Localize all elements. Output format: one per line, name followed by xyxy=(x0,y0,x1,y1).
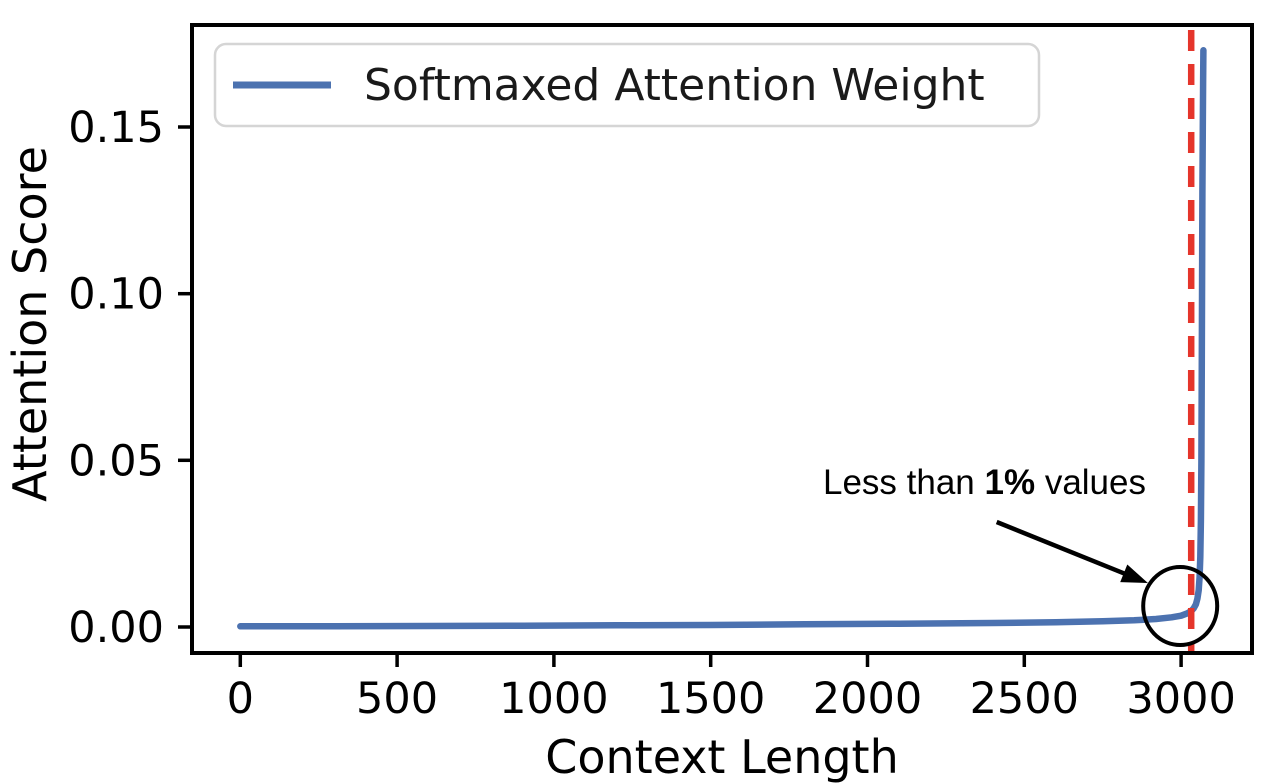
highlight-circle xyxy=(1141,565,1220,647)
annotation-label-part: values xyxy=(1035,463,1146,502)
attention-weight-line xyxy=(237,47,1207,630)
plot-frame xyxy=(190,23,1254,655)
annotation-arrow-head xyxy=(1120,564,1148,583)
x-tick-label-1: 500 xyxy=(356,674,438,724)
y-tick-label-3: 0.15 xyxy=(68,103,164,153)
y-axis-label: Attention Score xyxy=(3,146,57,502)
x-axis-ticks: 0 500 1000 1500 2000 2500 3000 xyxy=(227,653,1236,724)
x-tick-label-3: 1500 xyxy=(656,674,765,724)
annotation-label: Less than 1% values xyxy=(823,463,1146,502)
x-tick-label-2: 1000 xyxy=(499,674,608,724)
x-tick-label-6: 3000 xyxy=(1126,674,1235,724)
x-tick-label-4: 2000 xyxy=(813,674,922,724)
y-tick-label-0: 0.00 xyxy=(68,603,164,653)
annotation-arrow-shaft xyxy=(995,519,1129,577)
y-tick-label-1: 0.05 xyxy=(68,436,164,486)
annotation-label-bold-part: 1% xyxy=(985,463,1036,502)
y-axis-ticks: 0.00 0.05 0.10 0.15 xyxy=(68,103,192,653)
annotation-label-part: Less than xyxy=(823,463,985,502)
x-tick-label-5: 2500 xyxy=(970,674,1079,724)
y-tick-label-2: 0.10 xyxy=(68,270,164,320)
legend-label: Softmaxed Attention Weight xyxy=(364,60,985,111)
x-axis-label: Context Length xyxy=(545,730,899,783)
x-tick-label-0: 0 xyxy=(227,674,254,724)
annotation-group: Less than 1% values xyxy=(823,463,1220,647)
legend-box xyxy=(213,42,1041,128)
legend: Softmaxed Attention Weight xyxy=(213,42,1041,128)
